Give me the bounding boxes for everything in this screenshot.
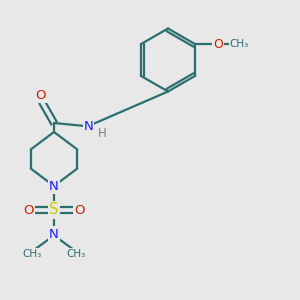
Text: CH₃: CH₃ [22, 249, 42, 259]
Text: N: N [84, 119, 93, 133]
Text: S: S [49, 202, 59, 217]
Text: N: N [49, 227, 59, 241]
Text: CH₃: CH₃ [230, 39, 249, 49]
Text: CH₃: CH₃ [66, 249, 85, 259]
Text: N: N [49, 179, 59, 193]
Text: O: O [35, 89, 46, 102]
Text: O: O [213, 38, 223, 51]
Text: O: O [74, 203, 85, 217]
Text: H: H [98, 127, 106, 140]
Text: O: O [23, 203, 34, 217]
